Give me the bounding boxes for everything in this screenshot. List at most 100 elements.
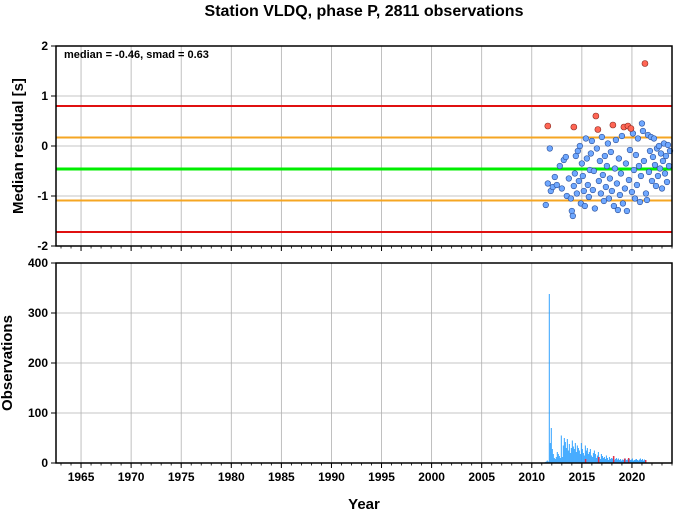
residual-point-31 bbox=[585, 193, 592, 201]
x-tick-label-11: 2020 bbox=[619, 470, 646, 484]
residual-point-55 bbox=[612, 136, 620, 144]
residual-point-103 bbox=[664, 141, 672, 149]
residual-point-61 bbox=[618, 132, 626, 140]
observations-panel: 1965 1970 1975 1980 1985 1990 1995 2000 2005 2010… bbox=[0, 256, 673, 484]
median-smad-annotation: median = -0.46, smad = 0.63 bbox=[64, 49, 209, 61]
residual-point-40 bbox=[596, 157, 603, 165]
residual-point-30 bbox=[584, 181, 591, 189]
residual-point-39 bbox=[595, 177, 602, 185]
observation-bar-51 bbox=[595, 458, 597, 463]
y-tick-label-0: -2 bbox=[37, 239, 48, 253]
observation-bar-81 bbox=[625, 460, 627, 463]
residual-point-89 bbox=[650, 135, 658, 142]
residual-point-56 bbox=[613, 180, 621, 187]
chart-title: Station VLDQ, phase P, 2811 observations bbox=[205, 3, 524, 20]
observation-bar-94 bbox=[638, 459, 640, 463]
observation-bar-97 bbox=[641, 459, 643, 463]
observation-bar-16 bbox=[560, 435, 562, 463]
outlier-bar-1 bbox=[597, 457, 600, 463]
residual-point-2 bbox=[546, 145, 553, 152]
observation-bar-77 bbox=[621, 459, 623, 463]
residual-point-52 bbox=[608, 187, 616, 195]
residual-point-91 bbox=[652, 182, 660, 190]
reference-lines bbox=[56, 105, 672, 233]
observation-bar-15 bbox=[559, 458, 561, 463]
x-tick-label-2: 1975 bbox=[168, 470, 195, 484]
observation-bar-89 bbox=[633, 460, 635, 463]
observations-grid bbox=[56, 262, 672, 464]
observation-bar-99 bbox=[643, 459, 645, 463]
residual-point-98 bbox=[659, 157, 667, 165]
observation-bar-88 bbox=[632, 460, 634, 463]
observation-bar-69 bbox=[613, 460, 615, 463]
observation-bar-37 bbox=[581, 449, 583, 463]
residual-point-102 bbox=[663, 178, 671, 186]
residual-point-24 bbox=[578, 160, 585, 167]
observations-y-axis-label: Observations bbox=[0, 315, 16, 411]
observation-bar-48 bbox=[592, 453, 594, 463]
observation-bar-66 bbox=[610, 458, 612, 463]
residual-point-37 bbox=[591, 205, 598, 212]
residual-point-33 bbox=[587, 150, 594, 157]
x-tick-label-4: 1985 bbox=[268, 470, 295, 484]
residual-point-27 bbox=[581, 202, 588, 210]
residual-point-45 bbox=[601, 152, 608, 160]
residual-point-29 bbox=[583, 155, 590, 162]
residual-point-43 bbox=[599, 171, 606, 179]
residual-point-79 bbox=[639, 127, 647, 135]
observation-bar-64 bbox=[608, 457, 610, 463]
observation-bar-30 bbox=[574, 443, 576, 463]
observation-bar-43 bbox=[587, 454, 589, 463]
observation-bar-73 bbox=[617, 458, 619, 463]
observation-bar-93 bbox=[637, 460, 639, 463]
x-tick-label-6: 1995 bbox=[368, 470, 395, 484]
y-tick-label-0: 0 bbox=[41, 456, 48, 470]
outlier-point-0 bbox=[544, 122, 552, 130]
observation-bar-87 bbox=[631, 458, 633, 463]
residual-point-28 bbox=[582, 135, 589, 142]
observation-bar-85 bbox=[629, 460, 631, 463]
observation-bar-34 bbox=[578, 450, 580, 463]
x-tick-label-5: 1990 bbox=[318, 470, 345, 484]
observation-bar-21 bbox=[565, 448, 567, 463]
observation-bar-33 bbox=[577, 448, 579, 463]
residual-point-36 bbox=[590, 167, 597, 175]
observation-bar-52 bbox=[596, 455, 598, 463]
observation-bar-82 bbox=[626, 459, 628, 463]
residual-point-82 bbox=[643, 196, 651, 204]
residual-point-44 bbox=[600, 197, 607, 205]
residual-point-94 bbox=[655, 142, 663, 150]
residual-point-58 bbox=[615, 155, 623, 162]
residual-point-46 bbox=[602, 183, 609, 191]
residual-point-35 bbox=[589, 186, 596, 194]
observation-bar-32 bbox=[576, 445, 578, 463]
residual-point-73 bbox=[633, 181, 641, 189]
residual-point-64 bbox=[622, 160, 630, 167]
residual-point-96 bbox=[657, 150, 665, 157]
observation-bar-41 bbox=[585, 450, 587, 463]
y-tick-label-1: 100 bbox=[28, 406, 48, 420]
x-tick-label-10: 2015 bbox=[569, 470, 596, 484]
residual-point-66 bbox=[625, 176, 633, 184]
observation-bar-62 bbox=[606, 458, 608, 463]
residual-point-85 bbox=[646, 147, 654, 155]
observation-bar-42 bbox=[586, 448, 588, 463]
observation-bar-47 bbox=[591, 457, 593, 463]
observation-bar-22 bbox=[566, 439, 568, 463]
residual-point-75 bbox=[635, 162, 643, 170]
x-axis-label: Year bbox=[348, 496, 380, 511]
y-tick-label-4: 400 bbox=[28, 256, 48, 270]
residual-point-88 bbox=[649, 153, 657, 161]
residual-point-49 bbox=[605, 195, 612, 202]
residual-point-84 bbox=[645, 168, 653, 176]
observation-bar-25 bbox=[569, 453, 571, 463]
outlier-bar-5 bbox=[644, 460, 647, 463]
residual-point-48 bbox=[604, 140, 611, 147]
observation-bar-12 bbox=[556, 452, 558, 463]
residual-point-42 bbox=[598, 133, 605, 141]
observation-bar-49 bbox=[593, 450, 595, 463]
residual-point-17 bbox=[571, 170, 578, 177]
y-tick-label-3: 1 bbox=[41, 89, 48, 103]
observation-bar-39 bbox=[583, 455, 585, 463]
observation-bar-38 bbox=[582, 453, 584, 463]
